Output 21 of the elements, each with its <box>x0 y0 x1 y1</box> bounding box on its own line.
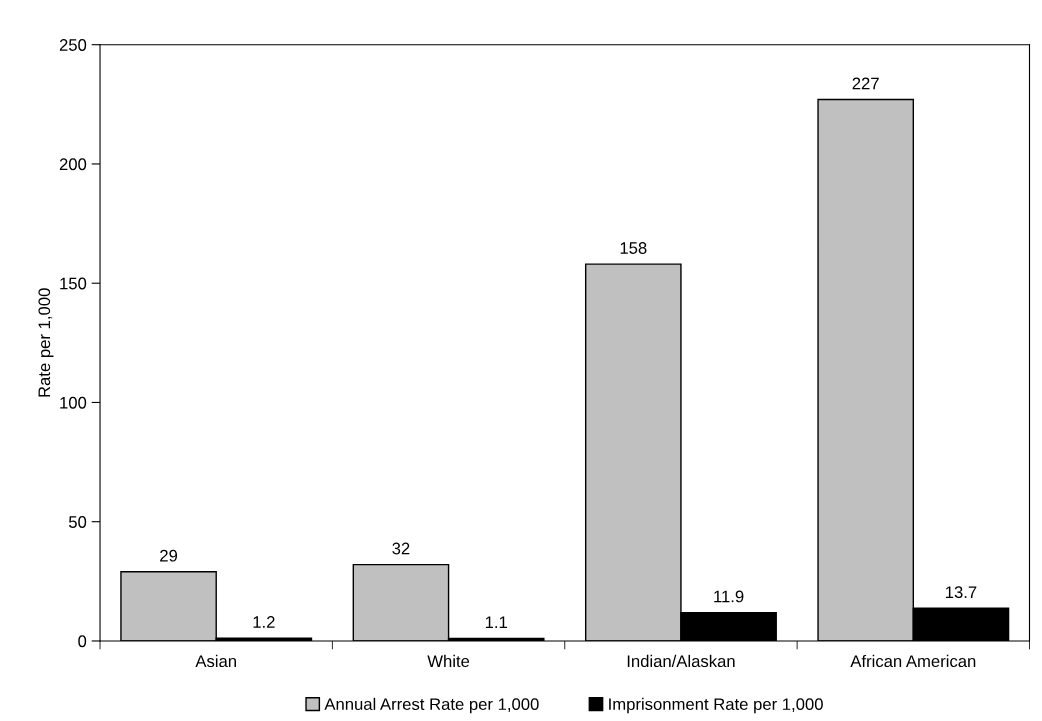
y-axis-title: Rate per 1,000 <box>38 288 54 397</box>
legend-label: Imprisonment Rate per 1,000 <box>609 697 823 714</box>
data-label: 1.1 <box>485 616 507 628</box>
data-label: 29 <box>160 549 178 562</box>
data-label: 32 <box>392 542 410 555</box>
y-tick-label: 250 <box>59 39 87 51</box>
x-tick-label: Asian <box>195 654 236 668</box>
x-tick-label: Indian/Alaskan <box>627 654 735 668</box>
y-tick-label: 150 <box>60 277 87 290</box>
y-tick-label: 200 <box>59 158 87 171</box>
x-tick-label: African American <box>850 654 976 668</box>
y-tick-label: 0 <box>78 635 87 648</box>
data-label: 158 <box>620 242 647 254</box>
legend-label: Annual Arrest Rate per 1,000 <box>324 697 539 714</box>
data-label: 1.2 <box>253 616 275 628</box>
data-label: 227 <box>852 77 879 90</box>
data-label: 13.7 <box>946 586 977 599</box>
y-tick-label: 50 <box>68 516 87 528</box>
data-label: 11.9 <box>714 590 744 603</box>
x-tick-label: White <box>427 654 470 668</box>
y-tick-label: 100 <box>60 396 87 409</box>
